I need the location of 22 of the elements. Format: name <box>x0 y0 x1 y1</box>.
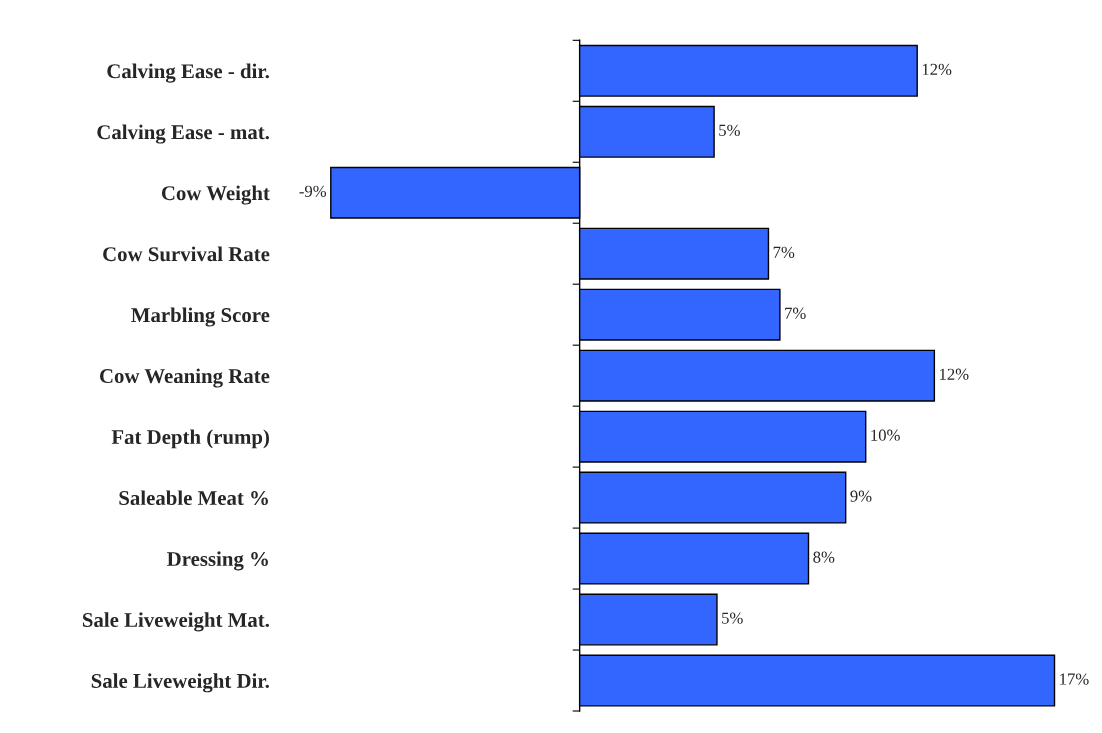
data-label: 8% <box>813 551 835 563</box>
y-tick-label: Cow Weight <box>161 185 270 205</box>
y-tick-label: Sale Liveweight Dir. <box>91 673 269 693</box>
data-label: -9% <box>299 185 327 197</box>
data-label: 5% <box>722 612 743 624</box>
y-tick-label: Calving Ease - dir. <box>107 63 269 83</box>
y-tick-label: Calving Ease - mat. <box>97 124 269 144</box>
y-tick-label: Cow Weaning Rate <box>99 368 270 388</box>
y-tick-label: Fat Depth (rump) <box>111 429 269 449</box>
y-tick-label: Cow Survival Rate <box>103 246 270 262</box>
y-tick-label: Sale Liveweight Mat. <box>82 612 269 632</box>
data-label: 7% <box>773 246 795 258</box>
y-tick-label: Marbling Score <box>131 307 270 327</box>
data-label: 7% <box>785 307 806 319</box>
y-tick-label: Saleable Meat % <box>119 490 268 506</box>
data-label: 12% <box>922 63 952 76</box>
data-label: 10% <box>871 429 900 441</box>
data-label: 17% <box>1060 673 1089 685</box>
data-label: 5% <box>719 124 740 136</box>
y-tick-label: Dressing % <box>167 551 268 571</box>
data-label: 12% <box>940 368 969 380</box>
data-label: 9% <box>850 490 872 502</box>
